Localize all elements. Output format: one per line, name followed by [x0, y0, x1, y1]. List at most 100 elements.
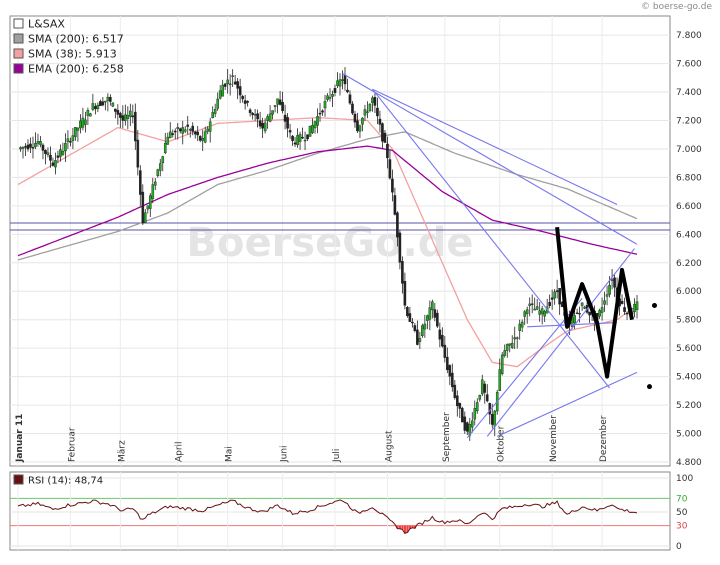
candle-body: [143, 212, 147, 223]
candle-body: [515, 337, 519, 339]
candle-body: [286, 117, 289, 129]
candle-body: [278, 99, 282, 105]
candle-body: [530, 303, 534, 305]
candle-body: [231, 75, 234, 77]
candle-body: [66, 138, 70, 142]
candle-body: [443, 344, 447, 358]
candle-body: [181, 127, 185, 134]
candle-body: [393, 195, 397, 215]
candle-body: [36, 141, 40, 144]
legend-label: EMA (200): 6.258: [28, 63, 124, 76]
price-tick-label: 6.400: [676, 230, 702, 240]
price-axis-labels: 7.800 7.600 7.400 7.200 7.000 6.800 6.600 6.400…: [676, 31, 702, 468]
candle-body: [208, 121, 212, 132]
candle-body: [104, 100, 107, 103]
candle-body: [431, 301, 434, 311]
candle-body: [408, 313, 412, 322]
candle-body: [81, 117, 85, 128]
candle-body: [413, 325, 417, 331]
candle-body: [608, 284, 611, 295]
candle-body: [500, 354, 504, 374]
price-tick-label: 6.800: [676, 173, 702, 183]
candle-body: [151, 184, 155, 199]
candle-body: [59, 149, 62, 157]
candle-body: [94, 106, 97, 110]
candle-body: [361, 117, 364, 125]
trend-line: [497, 371, 638, 437]
candle-body: [44, 150, 47, 154]
candle-body: [633, 304, 636, 312]
candle-body: [540, 308, 544, 315]
candle-body: [383, 132, 387, 143]
candle-body: [129, 110, 132, 117]
candle-body: [478, 394, 482, 400]
candle-body: [64, 142, 67, 152]
candle-body: [465, 422, 469, 432]
candle-body: [426, 315, 429, 321]
candle-body: [558, 288, 561, 305]
candle-body: [91, 103, 95, 110]
candle-body: [216, 98, 219, 109]
rsi-legend: RSI (14): 48,74: [13, 474, 103, 487]
candle-body: [485, 394, 489, 402]
rsi-axis-labels: 100 70 50 30 0: [676, 474, 693, 552]
candle-body: [153, 181, 157, 186]
candle-body: [223, 83, 227, 87]
month-label: Juli: [332, 449, 342, 463]
candle-body: [39, 141, 42, 145]
legend-swatch: [13, 48, 24, 59]
candle-body: [126, 115, 130, 119]
candle-body: [313, 121, 317, 129]
candle-body: [124, 114, 127, 122]
candle-body: [463, 416, 467, 431]
candle-body: [121, 115, 125, 121]
candle-body: [141, 191, 145, 224]
candle-body: [533, 308, 536, 311]
candle-body: [588, 311, 591, 316]
candle-body: [620, 300, 624, 304]
month-label: April: [175, 441, 185, 462]
month-label: März: [117, 440, 127, 462]
candle-body: [158, 163, 162, 171]
candle-body: [578, 313, 581, 315]
candle-body: [298, 134, 302, 142]
candle-body: [525, 309, 529, 315]
price-tick-label: 6.000: [676, 287, 702, 297]
month-label: Oktober: [497, 425, 507, 462]
candle-body: [550, 297, 554, 300]
candle-body: [326, 95, 329, 100]
candle-body: [176, 127, 180, 129]
candle-body: [348, 94, 352, 104]
month-label: Mai: [225, 446, 235, 462]
candle-body: [418, 338, 422, 342]
candle-body: [520, 321, 524, 328]
price-tick-label: 7.400: [676, 88, 702, 98]
candle-body: [266, 116, 269, 121]
candle-body: [301, 136, 304, 139]
rsi-legend-label: RSI (14): 48,74: [28, 476, 103, 487]
candle-body: [398, 232, 402, 263]
rsi-legend-swatch: [13, 474, 24, 485]
candle-body: [475, 402, 479, 412]
rsi-tick-label: 100: [676, 474, 693, 484]
candle-body: [321, 110, 324, 113]
indicator-lines: [10, 116, 670, 368]
candle-body: [271, 110, 274, 115]
legend-swatch: [13, 33, 24, 44]
candle-body: [403, 281, 407, 306]
candle-body: [378, 118, 382, 125]
candle-body: [263, 122, 267, 132]
candle-body: [623, 307, 626, 312]
candle-body: [333, 87, 337, 93]
price-tick-label: 5.400: [676, 373, 702, 383]
candle-body: [343, 74, 347, 85]
candle-body: [353, 113, 357, 123]
candle-body: [458, 402, 462, 409]
candle-body: [575, 312, 579, 315]
candle-body: [248, 109, 252, 114]
candle-body: [178, 128, 182, 132]
candle-body: [106, 96, 110, 101]
candle-body: [31, 147, 35, 149]
candle-body: [198, 135, 202, 141]
candle-body: [206, 128, 210, 132]
